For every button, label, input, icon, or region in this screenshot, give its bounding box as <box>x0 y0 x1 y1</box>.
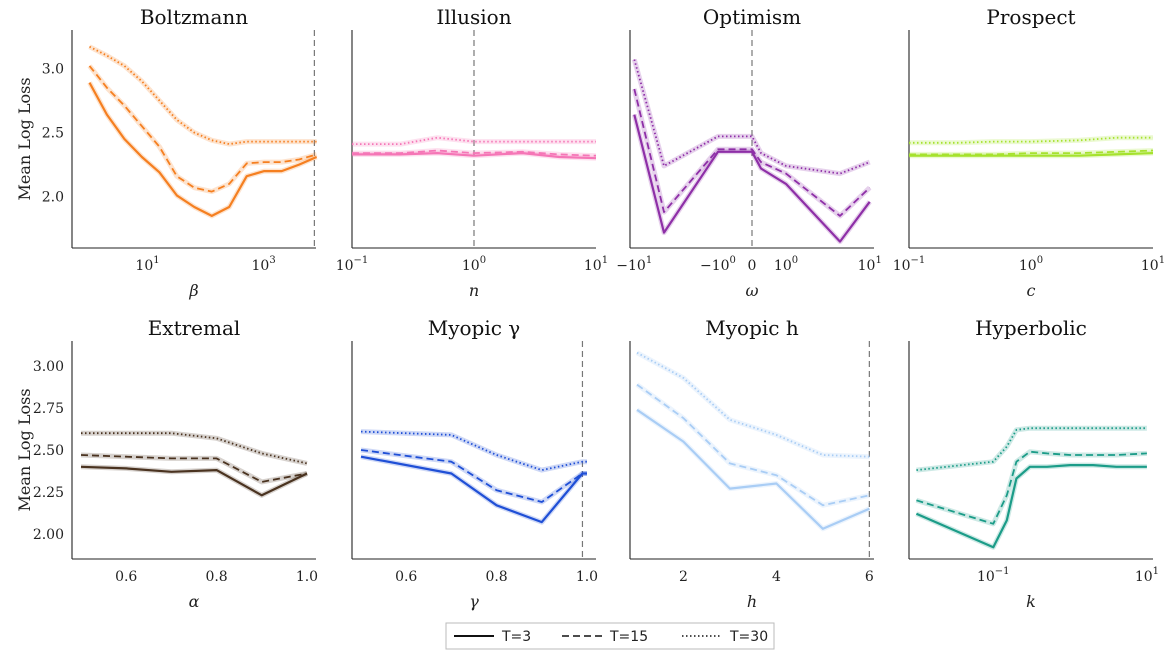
x-tick-label: 103 <box>251 255 275 274</box>
x-tick-label: 4 <box>772 569 781 585</box>
x-tick-label: 101 <box>584 255 608 274</box>
x-tick-label: 0.6 <box>115 569 137 585</box>
series-band-t-30 <box>360 429 587 473</box>
y-tick-label: 3.0 <box>42 61 64 77</box>
panel-title: Myopic γ <box>428 316 521 340</box>
x-tick-label: 100 <box>462 255 486 274</box>
x-tick-label: 101 <box>1141 255 1165 274</box>
legend-label-t-3: T=3 <box>501 629 531 645</box>
x-axis-label: β <box>188 281 198 300</box>
x-axis-label: α <box>189 592 200 611</box>
x-tick-label: 0.8 <box>485 569 507 585</box>
legend-label-t-30: T=30 <box>729 629 768 645</box>
series-band-t-30 <box>916 425 1147 473</box>
series-line-t-3 <box>633 114 871 243</box>
x-tick-label: 2 <box>679 569 688 585</box>
series-line-t-15 <box>909 149 1154 156</box>
x-tick-label: 100 <box>1019 255 1043 274</box>
x-tick-label: −100 <box>700 255 736 274</box>
panel-title: Optimism <box>703 5 801 29</box>
series-band-t-15 <box>360 447 587 505</box>
x-axis-label: n <box>469 281 479 300</box>
y-tick-label: 2.00 <box>33 527 64 543</box>
x-tick-label: 1.0 <box>576 569 598 585</box>
y-tick-label: 2.5 <box>42 126 64 142</box>
series-line-t-15 <box>352 149 597 157</box>
series-line-t-30 <box>916 427 1147 471</box>
series-line-t-3 <box>88 82 318 217</box>
series-band-t-30 <box>88 44 317 147</box>
x-axis-label: c <box>1027 281 1036 300</box>
series-line-t-30 <box>81 432 308 465</box>
series-line-t-15 <box>88 65 317 193</box>
series-line-t-30 <box>909 136 1153 144</box>
panel-title: Myopic h <box>705 316 799 340</box>
panel-hyperbolic: Hyperbolic 10−1 101 k <box>908 316 1159 611</box>
panel-optimism: Optimism −101 −100 0 100 101 ω <box>616 5 882 300</box>
x-axis-label: γ <box>469 592 479 611</box>
x-tick-label: −101 <box>616 255 652 274</box>
series-line-t-30 <box>633 59 871 175</box>
series-line-t-3 <box>80 465 308 497</box>
legend: T=3 T=15 T=30 <box>445 622 775 650</box>
x-axis-label: ω <box>745 281 758 300</box>
x-tick-label: 100 <box>774 255 798 274</box>
panel-title: Hyperbolic <box>975 316 1087 340</box>
series-line-t-15 <box>360 449 587 503</box>
series-line-t-3 <box>352 152 597 160</box>
panels: Boltzmann 2.0 2.5 3.0 101 103 β Mean Log Loss Il… <box>15 5 1165 611</box>
y-axis-label: Mean Log Loss <box>15 77 34 200</box>
series-band-t-15 <box>631 88 872 219</box>
y-tick-label: 2.50 <box>33 443 64 459</box>
series-line-t-3 <box>915 464 1147 549</box>
y-tick-label: 2.0 <box>42 190 64 206</box>
x-tick-label: 6 <box>865 569 874 585</box>
series-line-t-15 <box>80 454 308 483</box>
panel-title: Boltzmann <box>140 5 248 29</box>
x-tick-label: 0.6 <box>395 569 417 585</box>
series-line-t-15 <box>636 383 870 507</box>
panel-title: Illusion <box>436 5 511 29</box>
series-line-t-3 <box>636 408 870 530</box>
x-tick-label: 0 <box>748 258 757 274</box>
y-axis-label: Mean Log Loss <box>15 388 34 511</box>
x-tick-label: 101 <box>1135 566 1159 585</box>
panel-myopic: Myopic γ 0.6 0.8 1.0 γ <box>351 316 598 611</box>
series-line-t-30 <box>89 45 317 146</box>
panel-boltzmann: Boltzmann 2.0 2.5 3.0 101 103 β Mean Log Loss <box>15 5 318 300</box>
panel-myopic-h: Myopic h 2 4 6 h <box>629 316 874 611</box>
panel-title: Prospect <box>986 5 1075 29</box>
legend-label-t-15: T=15 <box>609 629 648 645</box>
x-tick-label: 1.0 <box>296 569 318 585</box>
x-tick-label: 101 <box>858 255 882 274</box>
series-line-t-30 <box>352 136 596 146</box>
y-tick-label: 3.00 <box>33 359 64 375</box>
series-line-t-3 <box>360 455 587 524</box>
x-tick-label: 10−1 <box>893 255 926 274</box>
y-tick-label: 2.75 <box>33 401 64 417</box>
series-line-t-15 <box>633 88 871 217</box>
series-line-t-30 <box>636 351 870 458</box>
x-axis-label: h <box>747 592 757 611</box>
x-tick-label: 101 <box>135 255 159 274</box>
panel-extremal: Extremal 2.00 2.25 2.50 2.75 3.00 0.6 0.8 1.0 α Me… <box>15 316 318 611</box>
series-band-t-3 <box>915 462 1147 550</box>
panel-title: Extremal <box>148 316 241 340</box>
x-tick-label: 0.8 <box>205 569 227 585</box>
x-tick-label: 10−1 <box>336 255 369 274</box>
series-band-t-15 <box>915 449 1148 527</box>
y-tick-label: 2.25 <box>33 485 64 501</box>
x-axis-label: k <box>1026 592 1036 611</box>
panel-prospect: Prospect 10−1 100 101 c <box>893 5 1165 300</box>
series-line-t-3 <box>909 152 1154 157</box>
series-band-t-30 <box>635 350 870 460</box>
x-tick-label: 10−1 <box>977 566 1010 585</box>
panel-illusion: Illusion 10−1 100 101 n <box>336 5 608 300</box>
